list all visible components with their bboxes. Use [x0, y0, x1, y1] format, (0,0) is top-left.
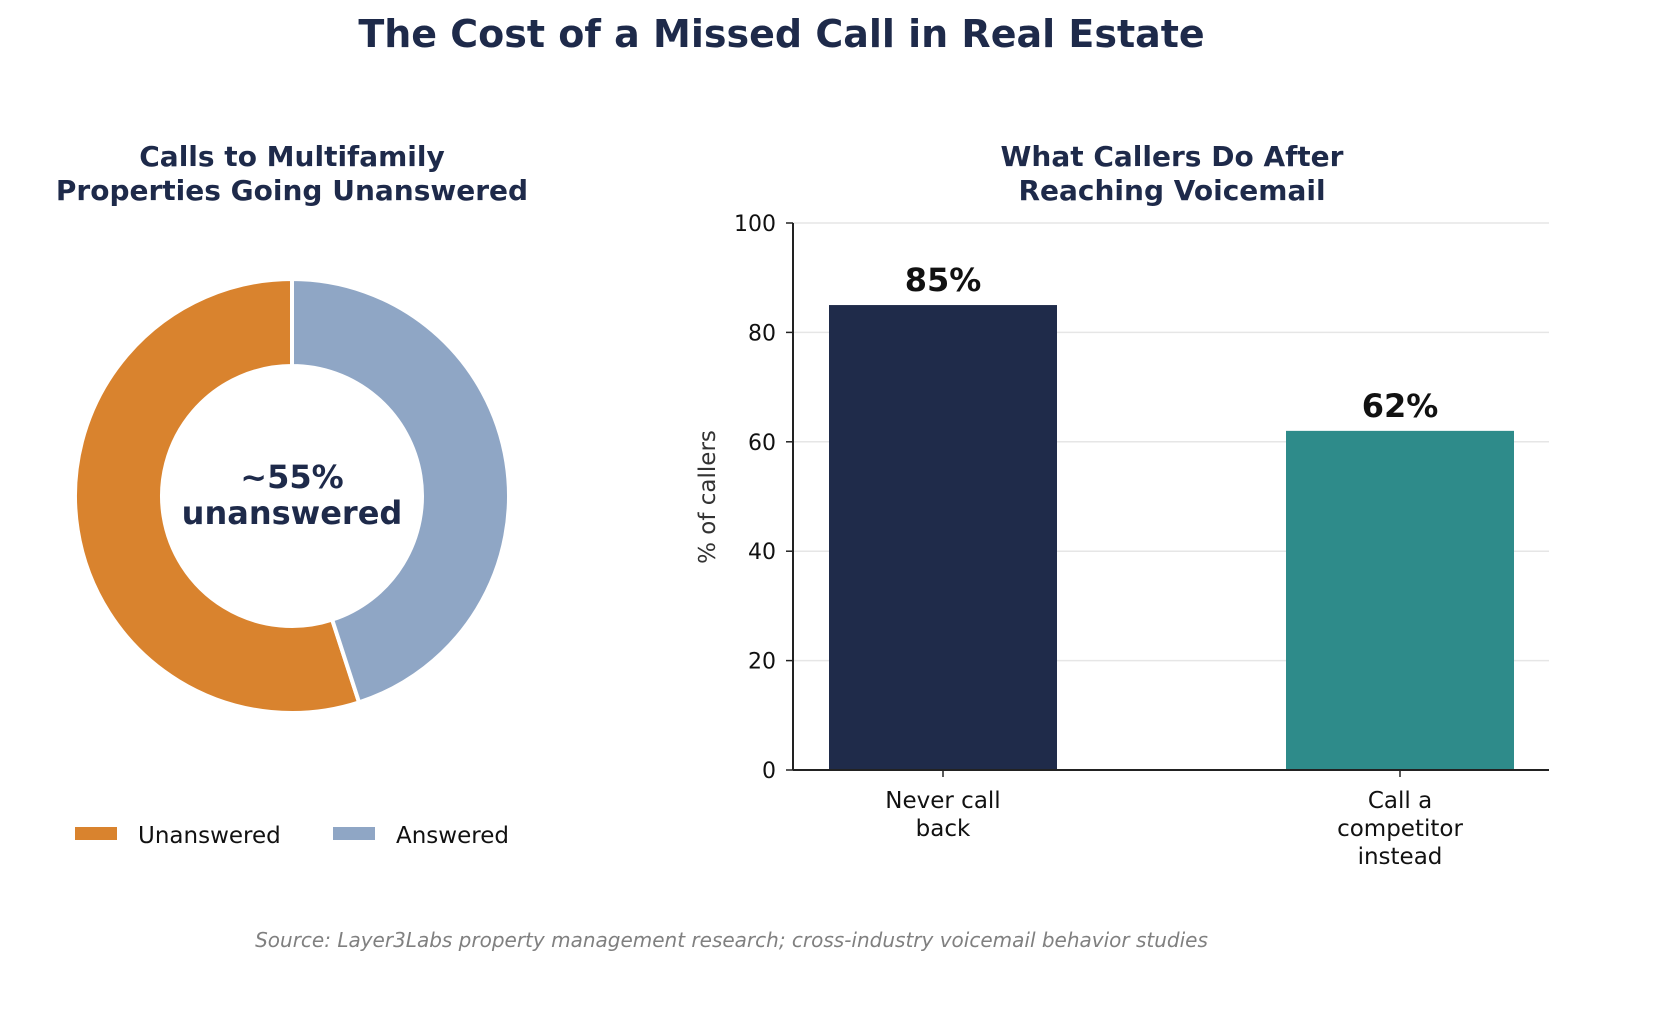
page-title: The Cost of a Missed Call in Real Estate — [358, 12, 1205, 56]
donut-center-value: ~55% — [240, 458, 343, 496]
donut-chart: ~55%unanswered Unanswered Answered — [73, 276, 511, 849]
bar-data-label: 85% — [905, 261, 982, 299]
x-tick-label: instead — [1358, 844, 1443, 870]
bar-chart-title: What Callers Do After Reaching Voicemail — [912, 140, 1432, 208]
x-tick-label: back — [916, 816, 971, 842]
y-tick-label: 20 — [748, 650, 776, 675]
y-tick-label: 80 — [748, 321, 776, 346]
donut-chart-title-line-1: Calls to Multifamily — [139, 140, 445, 173]
donut-center-caption: unanswered — [182, 494, 403, 532]
bar-chart-title-line-2: Reaching Voicemail — [1018, 174, 1326, 207]
legend-label-unanswered: Unanswered — [138, 823, 281, 849]
y-tick-label: 100 — [734, 212, 776, 237]
bar-chart-title-line-1: What Callers Do After — [1000, 140, 1344, 173]
bar-data-label: 62% — [1362, 387, 1439, 425]
donut-slice-answered — [290, 276, 511, 705]
donut-chart-title: Calls to Multifamily Properties Going Un… — [32, 140, 552, 208]
y-tick-label: 40 — [748, 540, 776, 565]
bar-2 — [1286, 430, 1514, 770]
legend-swatch-answered — [333, 827, 375, 840]
x-tick-label: competitor — [1337, 816, 1463, 842]
y-tick-label: 0 — [762, 759, 776, 784]
y-tick-label: 60 — [748, 431, 776, 456]
donut-slice-unanswered — [73, 276, 362, 715]
donut-chart-title-line-2: Properties Going Unanswered — [55, 174, 529, 207]
legend-swatch-unanswered — [75, 827, 117, 840]
x-tick-label: Never call — [885, 788, 1000, 814]
source-note: Source: Layer3Labs property management r… — [255, 928, 1208, 952]
x-tick-label: Call a — [1368, 788, 1432, 814]
legend-label-answered: Answered — [396, 823, 509, 849]
bar-1 — [829, 305, 1057, 770]
y-axis-label: % of callers — [695, 430, 721, 564]
